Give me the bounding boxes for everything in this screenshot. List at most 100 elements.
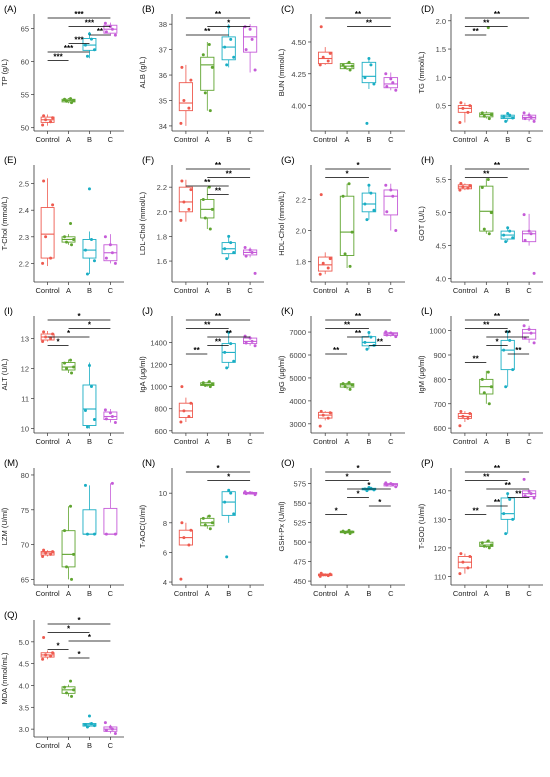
y-tick-label: 10 [159,489,167,498]
data-point [65,240,69,244]
data-point [69,679,73,683]
data-point [44,235,48,239]
box-body [200,199,215,219]
data-point [113,33,117,37]
data-point [529,331,533,335]
significance-bracket: *** [47,44,90,53]
data-point [87,714,91,718]
data-point [225,555,229,559]
data-point [104,256,108,260]
data-point [502,115,506,119]
significance-bracket: ** [464,472,508,481]
data-point [508,338,512,342]
significance-label: ** [97,27,104,36]
data-point [203,383,207,387]
data-point [227,331,231,335]
data-point [318,574,322,578]
data-point [321,261,325,265]
data-point [459,410,463,414]
significance-bracket: * [47,624,90,633]
box-c [522,111,537,123]
significance-bracket: * [68,633,111,642]
box-control [317,409,333,428]
data-point [229,37,233,41]
significance-label: ** [515,489,522,498]
data-point [225,63,229,67]
significance-bracket: * [207,18,251,27]
y-tick-label: 3.5 [19,703,29,712]
data-point [326,416,330,420]
x-tick-label: C [526,286,532,295]
y-axis-label: GSH-Px (U/ml) [277,501,286,551]
y-tick-label: 4.5 [19,660,29,669]
data-point [385,333,389,337]
panel-label: (A) [4,4,17,15]
data-point [363,340,367,344]
data-point [201,197,205,201]
y-tick-label: 36 [159,71,167,80]
data-point [69,358,73,362]
y-tick-label: 4.5 [436,242,446,251]
data-point [104,30,108,34]
box-control [40,635,55,661]
significance-label: ** [215,10,222,19]
significance-label: ** [494,312,501,321]
significance-label: ** [215,186,222,195]
x-tick-label: A [66,437,71,446]
data-point [385,210,389,214]
data-point [180,385,184,389]
x-tick-label: A [66,135,71,144]
x-tick-label: C [247,589,253,598]
significance-bracket: ** [185,312,251,321]
significance-label: ** [226,329,233,338]
x-tick-label: C [526,589,532,598]
box-b [82,483,97,536]
y-tick-label: 65 [21,575,29,584]
data-point [466,566,470,570]
x-tick-label: Control [453,135,478,144]
x-tick-label: Control [174,589,199,598]
data-point [180,65,184,69]
x-tick-label: B [366,135,371,144]
data-point [180,179,184,183]
box-b [221,234,236,261]
data-point [466,110,470,114]
data-point [110,251,114,255]
y-tick-label: 2.4 [19,206,29,215]
data-point [41,123,45,127]
significance-label: *** [74,10,84,19]
x-tick-label: Control [313,437,338,446]
data-point [65,565,69,569]
data-point [42,114,46,118]
data-point [225,366,229,370]
data-point [85,425,89,429]
data-point [189,528,193,532]
data-point [83,248,87,252]
y-tick-label: 575 [293,480,306,489]
panel-g: (G) 1.8 2.0 2.2 HDL-Chol (mmol/L) Control A B C *… [277,155,405,295]
box-b [82,31,97,59]
panel-label: (O) [281,458,295,469]
data-point [461,106,465,110]
box-c [103,408,118,424]
data-point [348,68,352,72]
box-b [361,331,377,351]
data-point [104,728,108,732]
data-point [189,401,193,405]
data-point [511,116,515,120]
data-point [243,246,247,250]
box-a [200,41,215,113]
significance-bracket: ** [464,10,530,19]
y-tick-label: 120 [433,544,446,553]
data-point [51,550,55,554]
data-point [480,377,484,381]
y-tick-label: 1.6 [157,257,167,266]
y-axis-label: IgM (μg/ml) [417,355,426,394]
data-point [87,32,91,36]
data-point [459,182,463,186]
x-tick-label: C [526,437,532,446]
data-point [63,97,67,101]
data-point [365,347,369,351]
data-point [182,536,186,540]
